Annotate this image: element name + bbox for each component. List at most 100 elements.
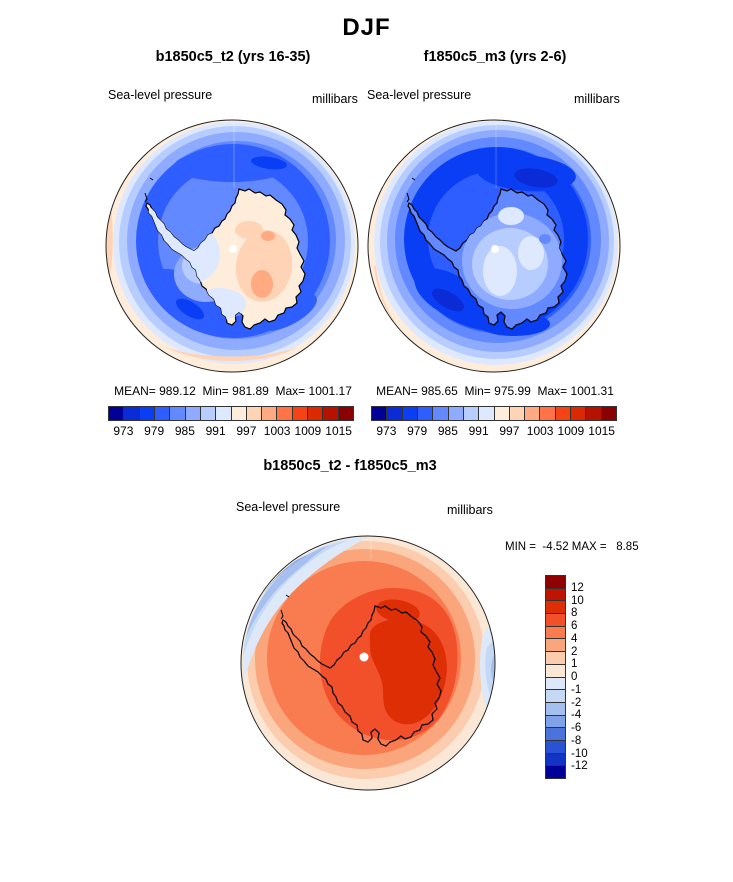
colorbar-cell <box>154 407 171 420</box>
colorbar-cell <box>546 652 565 665</box>
colorbar-tick-label: 8 <box>571 607 578 620</box>
colorbar-right-labels: 973 979 985 991 997 1003 1009 1015 <box>371 424 617 438</box>
colorbar-tick-label: 997 <box>499 424 520 438</box>
colorbar-cell <box>200 407 217 420</box>
colorbar-cell <box>308 407 324 420</box>
stats-left: MEAN= 989.12 Min= 981.89 Max= 1001.17 <box>114 384 352 398</box>
colorbar-tick-label: 991 <box>205 424 226 438</box>
colorbar-tick-label: -1 <box>571 683 582 696</box>
colorbar-tick-label: 2 <box>571 645 578 658</box>
panel-title-left: b1850c5_t2 (yrs 16-35) <box>155 49 311 65</box>
field-label-left: Sea-level pressure <box>108 88 213 102</box>
colorbar-cell <box>387 407 403 420</box>
colorbar-cell <box>124 407 140 420</box>
colorbar-cell <box>323 407 339 420</box>
colorbar-cell <box>546 690 565 703</box>
minmax-label: MIN = -4.52 MAX = 8.85 <box>505 541 639 553</box>
colorbar-tick-label: 12 <box>571 581 584 594</box>
units-label-diff: millibars <box>447 503 493 517</box>
colorbar-cell <box>262 407 278 420</box>
map-boundary <box>367 119 621 373</box>
colorbar-cell <box>546 728 565 741</box>
colorbar-left-labels: 973 979 985 991 997 1003 1009 1015 <box>108 424 354 438</box>
colorbar-cell <box>185 407 201 420</box>
colorbar-tick-label: 979 <box>407 424 428 438</box>
colorbar-cell <box>463 407 480 420</box>
colorbar-tick-label: 1003 <box>263 424 291 438</box>
colorbar-cell <box>479 407 495 420</box>
colorbar-tick-label: 973 <box>113 424 134 438</box>
field-label-right: Sea-level pressure <box>367 88 472 102</box>
contour-field <box>241 536 495 790</box>
colorbar-cell <box>571 407 587 420</box>
field-label-diff: Sea-level pressure <box>236 500 341 514</box>
colorbar-cell <box>546 766 565 778</box>
colorbar-right <box>371 406 617 421</box>
colorbar-cell <box>546 664 565 678</box>
colorbar-tick-label: 1003 <box>526 424 554 438</box>
colorbar-cell <box>231 407 247 420</box>
south-pole-marker <box>491 245 499 253</box>
map-boundary <box>240 535 496 791</box>
colorbar-cell <box>433 407 449 420</box>
colorbar-tick-label: 1009 <box>294 424 322 438</box>
island-mark <box>411 177 416 181</box>
panel-title-right: f1850c5_m3 (yrs 2-6) <box>423 49 567 65</box>
colorbar-tick-label: -4 <box>571 709 582 722</box>
colorbar-cell <box>494 407 510 420</box>
island-mark <box>149 177 154 181</box>
colorbar-cell <box>109 407 125 420</box>
colorbar-cell <box>277 407 293 420</box>
figure-title: DJF <box>342 14 391 41</box>
colorbar-cell <box>246 407 263 420</box>
colorbar-cell <box>525 407 541 420</box>
colorbar-cell <box>292 407 309 420</box>
colorbar-cell <box>338 407 353 420</box>
colorbar-tick-label: -8 <box>571 734 582 747</box>
colorbar-tick-label: -12 <box>571 760 588 773</box>
colorbar-cell <box>546 715 565 729</box>
colorbar-cell <box>216 407 232 420</box>
contour-field <box>106 120 358 372</box>
colorbar-left <box>108 406 354 421</box>
colorbar-cell <box>546 639 565 653</box>
colorbar-cell <box>417 407 434 420</box>
panel-title-diff: b1850c5_t2 - f1850c5_m3 <box>263 458 437 474</box>
colorbar-cell <box>601 407 616 420</box>
colorbar-cell <box>509 407 526 420</box>
colorbar-tick-label: 997 <box>236 424 257 438</box>
colorbar-cell <box>448 407 464 420</box>
colorbar-tick-label: -10 <box>571 747 588 760</box>
colorbar-cell <box>170 407 186 420</box>
colorbar-cell <box>546 740 565 754</box>
map-boundary <box>105 119 359 373</box>
colorbar-cell <box>546 753 565 767</box>
colorbar-tick-label: -6 <box>571 722 582 734</box>
colorbar-tick-label: 1015 <box>325 424 352 438</box>
colorbar-tick-label: -2 <box>571 696 582 709</box>
colorbar-cell <box>555 407 572 420</box>
colorbar-diff <box>545 575 566 779</box>
map-slp-right <box>367 119 621 373</box>
colorbar-cell <box>546 614 565 627</box>
map-slp-left <box>105 119 359 373</box>
colorbar-tick-label: 1009 <box>557 424 585 438</box>
colorbar-tick-label: 991 <box>468 424 489 438</box>
map-diff <box>240 535 496 791</box>
colorbar-cell <box>546 588 565 602</box>
island-mark <box>285 594 290 598</box>
colorbar-tick-label: 0 <box>571 671 578 683</box>
stats-right: MEAN= 985.65 Min= 975.99 Max= 1001.31 <box>376 384 614 398</box>
colorbar-diff-labels: 12 10 8 6 4 2 1 0 -1 -2 -4 -6 -8 -10 -12 <box>566 575 606 779</box>
island-mark <box>144 192 148 203</box>
island-mark <box>406 192 410 203</box>
colorbar-cell <box>139 407 155 420</box>
colorbar-tick-label: 4 <box>571 632 578 645</box>
colorbar-cell <box>546 702 565 716</box>
colorbar-cell <box>546 626 565 640</box>
colorbar-tick-label: 985 <box>174 424 195 438</box>
colorbar-tick-label: 979 <box>144 424 165 438</box>
island-mark <box>280 609 284 620</box>
colorbar-cell <box>546 576 565 589</box>
colorbar-tick-label: 10 <box>571 594 584 607</box>
